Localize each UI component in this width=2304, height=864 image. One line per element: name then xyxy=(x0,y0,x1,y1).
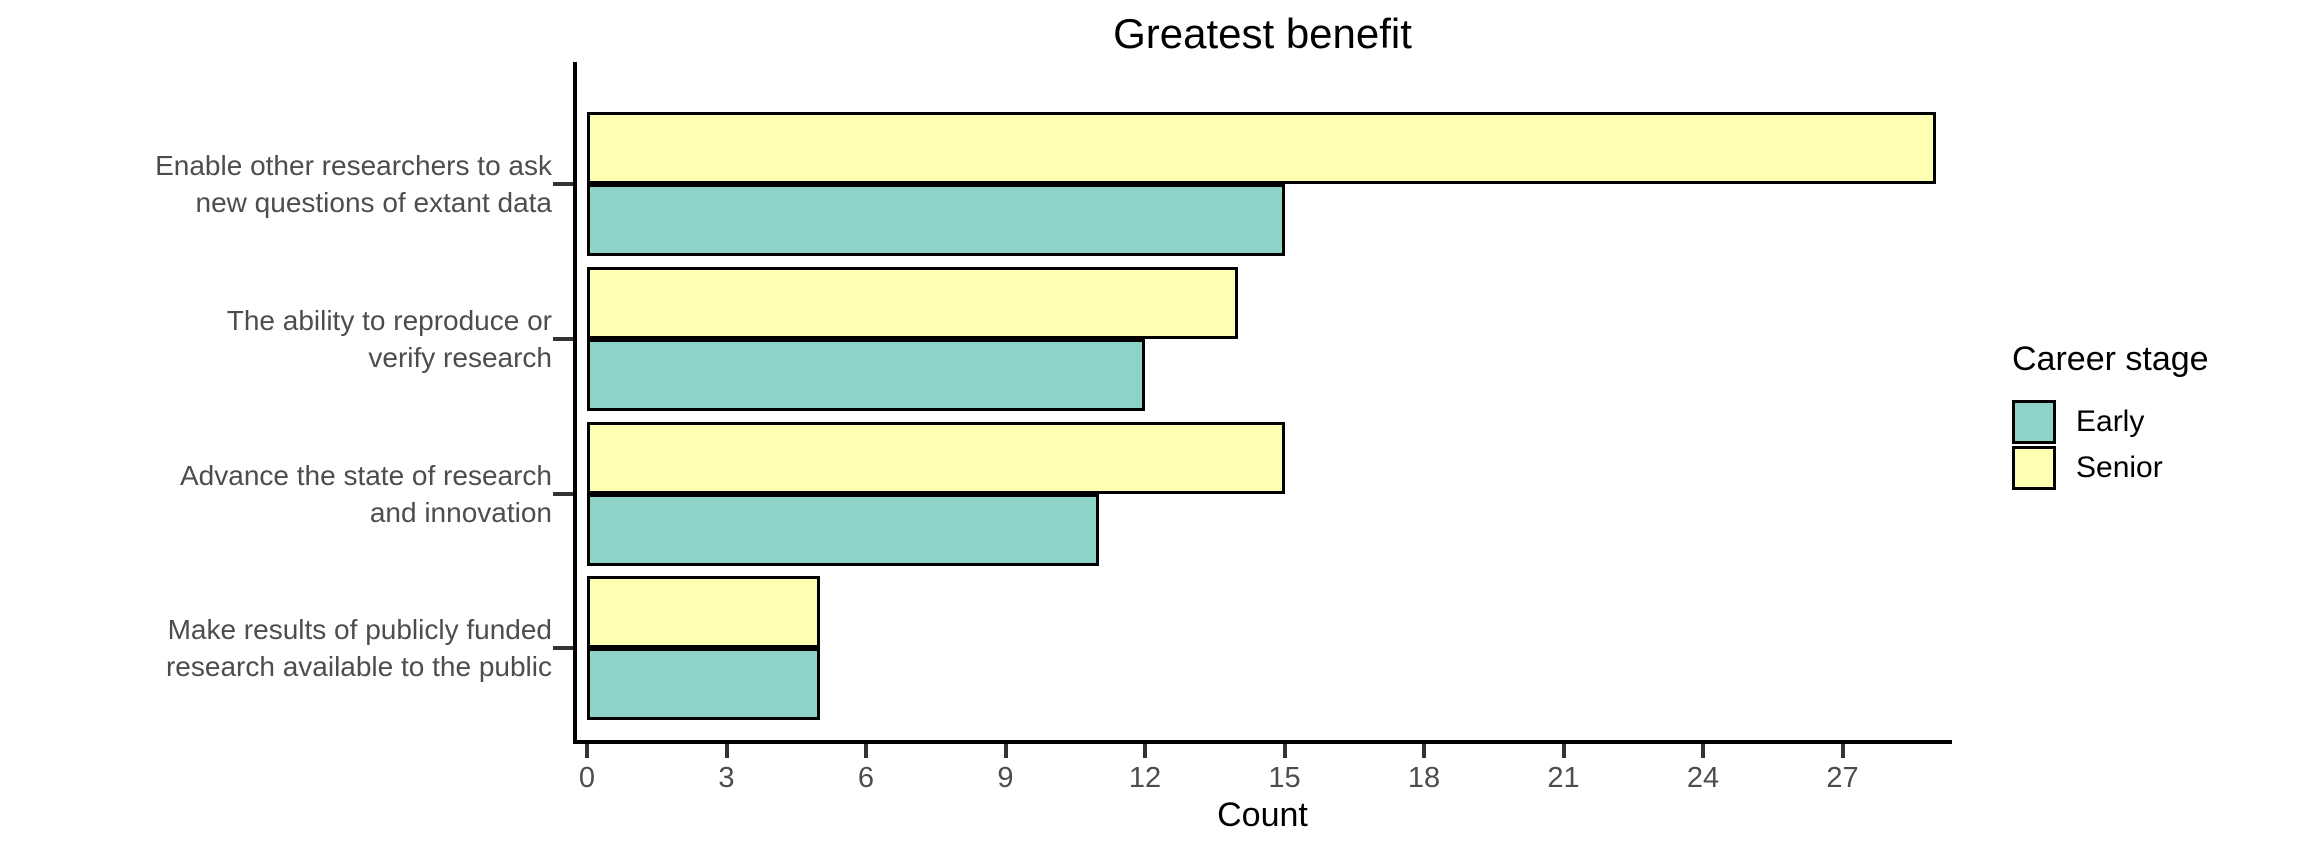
x-tick-label: 24 xyxy=(1686,762,1720,794)
x-tick-label: 3 xyxy=(718,762,735,794)
x-tick xyxy=(1840,744,1845,758)
legend-item-label: Senior xyxy=(2076,451,2163,484)
y-tick xyxy=(553,491,573,496)
bar-early-3 xyxy=(587,648,820,721)
x-tick xyxy=(1561,744,1566,758)
x-tick-label: 0 xyxy=(578,762,596,794)
bar-senior-3 xyxy=(587,576,820,649)
x-tick-label: 15 xyxy=(1268,762,1301,794)
bar-early-0 xyxy=(587,184,1285,256)
y-category-label: Enable other researchers to ask new quest… xyxy=(155,150,552,218)
x-tick-label: 9 xyxy=(997,762,1014,794)
x-tick xyxy=(1003,744,1008,758)
x-tick xyxy=(1422,744,1426,758)
y-axis-line xyxy=(573,62,577,744)
x-tick xyxy=(1143,744,1147,758)
y-tick xyxy=(553,336,573,341)
legend: Career stage Early Senior xyxy=(2012,340,2302,491)
bar-senior-2 xyxy=(587,421,1285,494)
x-tick xyxy=(864,744,868,758)
x-tick-label: 18 xyxy=(1407,762,1441,794)
legend-swatch-early xyxy=(2012,400,2056,444)
legend-items: Early Senior xyxy=(2012,399,2302,491)
y-tick xyxy=(553,646,573,651)
x-tick xyxy=(1282,744,1287,758)
x-tick-label: 27 xyxy=(1826,762,1859,794)
x-tick xyxy=(724,744,729,758)
x-tick-label: 12 xyxy=(1128,762,1162,794)
y-category-label: The ability to reproduce or verify resear… xyxy=(226,304,552,373)
y-category-label: Make results of publicly funded research … xyxy=(165,614,552,683)
x-tick xyxy=(1701,744,1705,758)
legend-item-senior: Senior xyxy=(2012,445,2302,491)
legend-item-label: Early xyxy=(2076,405,2145,438)
bar-senior-0 xyxy=(587,112,1936,184)
x-axis-title: Count xyxy=(1217,796,1308,834)
bar-senior-1 xyxy=(587,266,1238,339)
legend-swatch-senior xyxy=(2012,446,2056,490)
bar-early-1 xyxy=(587,338,1145,411)
x-tick-label: 21 xyxy=(1547,762,1580,794)
y-category-label: Advance the state of research and innovat… xyxy=(180,459,552,528)
y-tick xyxy=(553,182,573,186)
bar-early-2 xyxy=(587,493,1099,566)
chart-title: Greatest benefit xyxy=(1113,10,1412,57)
legend-title: Career stage xyxy=(2012,340,2209,378)
x-axis-line xyxy=(573,740,1952,744)
x-tick xyxy=(585,744,589,758)
legend-item-early: Early xyxy=(2012,399,2302,445)
x-tick-label: 6 xyxy=(857,762,875,794)
